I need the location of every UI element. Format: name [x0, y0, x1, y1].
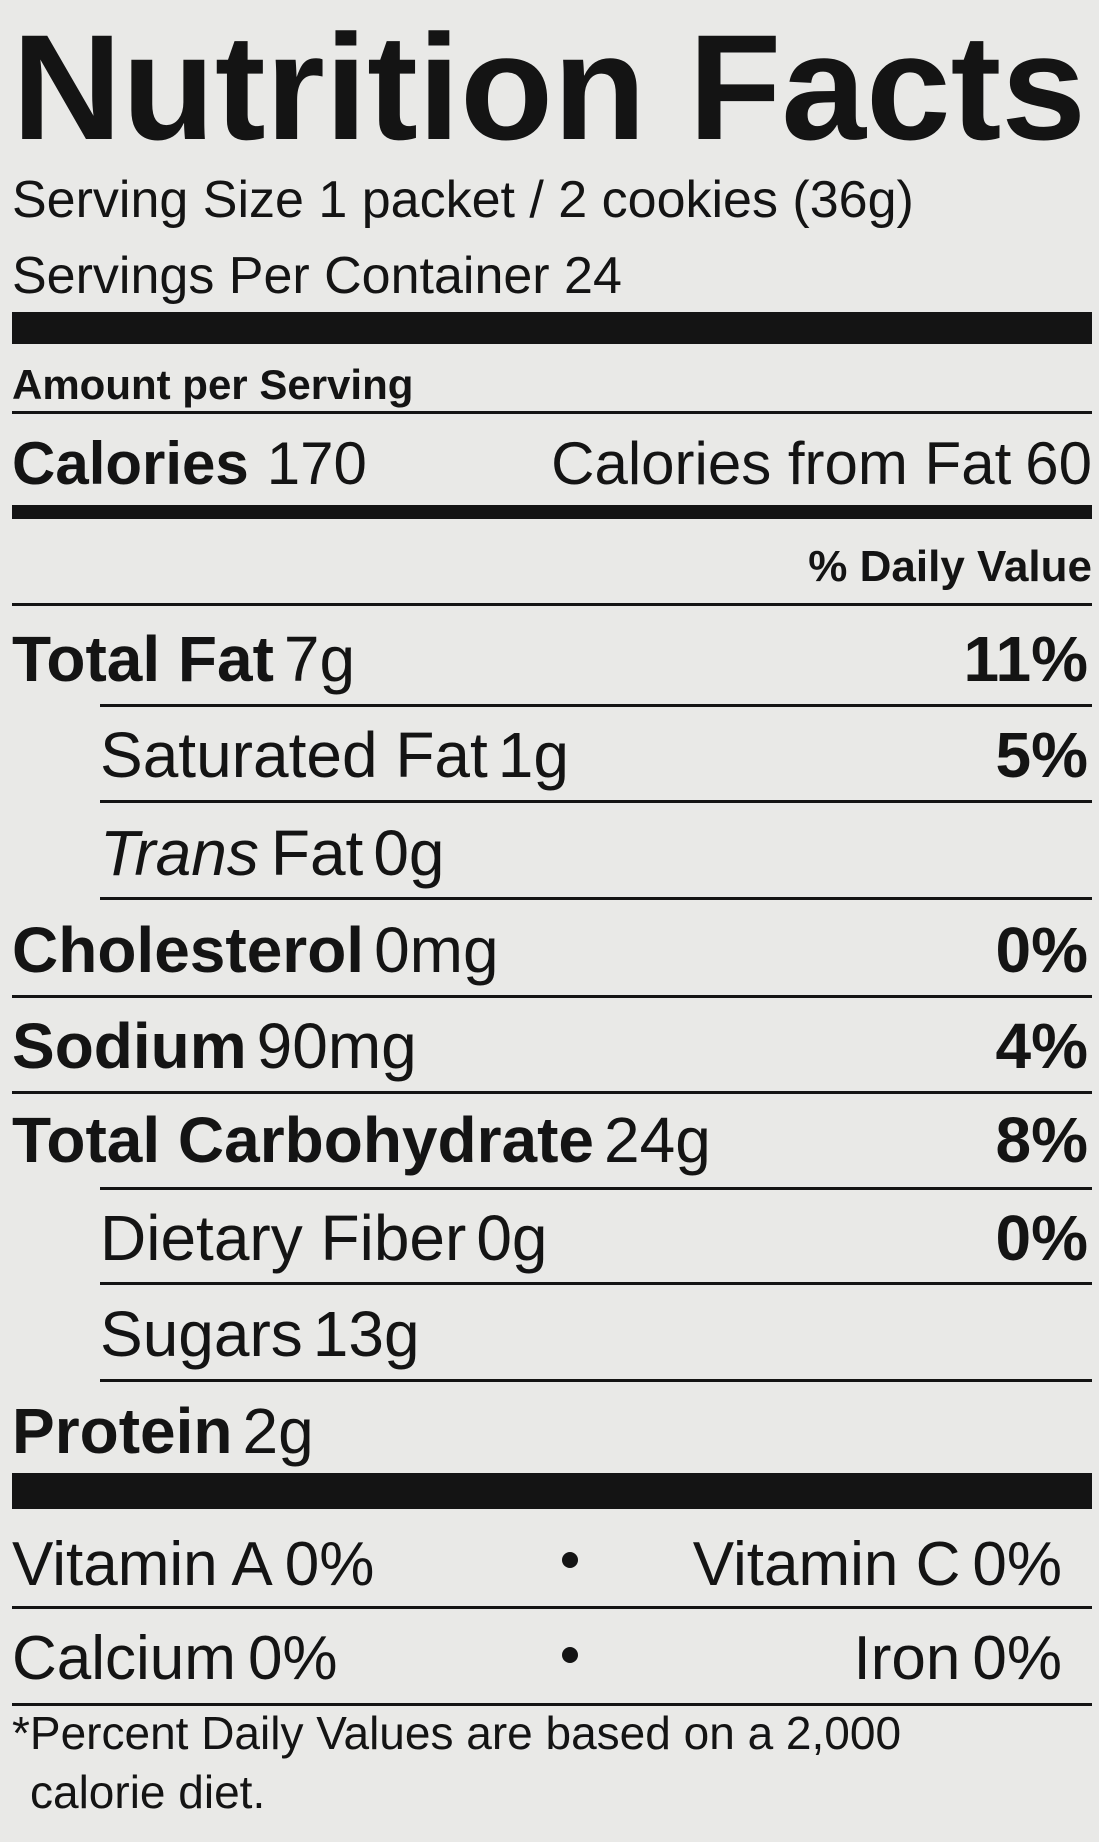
nutrient-amount: 2g — [242, 1395, 313, 1467]
nutrient-name: Sodium — [12, 1010, 247, 1082]
servings-per-container: Servings Per Container 24 — [12, 247, 622, 305]
rule — [12, 603, 1092, 606]
nutrient-name: Protein — [12, 1395, 232, 1467]
vitamin-dv: 0% — [285, 1530, 375, 1599]
daily-value: 8% — [996, 1104, 1089, 1176]
calories-value: 170 — [267, 430, 367, 497]
vitamin-dv: 0% — [972, 1624, 1062, 1693]
bullet — [562, 1552, 578, 1568]
vitamin: Vitamin C 0% — [693, 1530, 1062, 1599]
nutrient: Total Fat 7g — [12, 623, 355, 695]
calories: Calories 170 — [12, 430, 367, 497]
vitamin-name: Vitamin A — [12, 1530, 273, 1599]
rule — [12, 995, 1092, 998]
nutrient: Cholesterol 0mg — [12, 914, 499, 986]
daily-value: 0% — [996, 914, 1089, 986]
nutrient-amount: 0g — [373, 817, 444, 889]
rule — [12, 411, 1092, 414]
calories-from-fat-label: Calories from Fat — [551, 430, 1011, 497]
rule — [100, 800, 1092, 803]
vitamin-dv: 0% — [972, 1530, 1062, 1599]
nutrient-name: Saturated Fat — [100, 719, 488, 791]
footnote: *Percent Daily Values are based on a 2,0… — [12, 1707, 901, 1759]
nutrient: Sugars 13g — [100, 1298, 420, 1370]
nutrient-amount: 13g — [313, 1298, 420, 1370]
rule — [100, 1282, 1092, 1285]
calories-label: Calories — [12, 430, 249, 497]
medium-rule — [12, 505, 1092, 519]
daily-value: 0% — [996, 1202, 1089, 1274]
rule — [100, 1379, 1092, 1382]
nutrient-name: Cholesterol — [12, 914, 364, 986]
nutrient-name: Fat — [271, 817, 364, 889]
vitamin: Vitamin A 0% — [12, 1530, 374, 1599]
nutrient-italic: Trans — [100, 817, 259, 889]
nutrient-amount: 0g — [476, 1202, 547, 1274]
nutrient-name: Total Fat — [12, 623, 274, 695]
bullet — [562, 1647, 578, 1663]
daily-value-header: % Daily Value — [808, 542, 1092, 591]
nutrient-name: Total Carbohydrate — [12, 1104, 594, 1176]
rule — [12, 1703, 1092, 1706]
daily-value: 5% — [996, 719, 1089, 791]
nutrient-name: Sugars — [100, 1298, 303, 1370]
rule — [12, 1091, 1092, 1094]
thick-rule — [12, 1473, 1092, 1509]
rule — [12, 1606, 1092, 1609]
title: Nutrition Facts — [12, 3, 1086, 171]
nutrient-amount: 0mg — [374, 914, 499, 986]
vitamin-name: Vitamin C — [693, 1530, 961, 1599]
vitamin-dv: 0% — [248, 1624, 338, 1693]
nutrient-amount: 90mg — [257, 1010, 417, 1082]
serving-size: Serving Size 1 packet / 2 cookies (36g) — [12, 171, 914, 229]
rule — [100, 704, 1092, 707]
nutrient: Dietary Fiber 0g — [100, 1202, 548, 1274]
vitamin-name: Iron — [854, 1624, 961, 1693]
rule — [100, 897, 1092, 900]
nutrient-amount: 7g — [284, 623, 355, 695]
nutrient: Trans Fat 0g — [100, 817, 445, 889]
footnote: calorie diet. — [30, 1766, 265, 1818]
nutrient: Saturated Fat 1g — [100, 719, 569, 791]
vitamin: Iron 0% — [854, 1624, 1062, 1693]
daily-value: 11% — [963, 623, 1088, 695]
calories-from-fat-value: 60 — [1025, 430, 1092, 497]
vitamin: Calcium 0% — [12, 1624, 338, 1693]
rule — [100, 1187, 1092, 1190]
nutrient: Protein 2g — [12, 1395, 314, 1467]
nutrient-name: Dietary Fiber — [100, 1202, 466, 1274]
nutrient: Total Carbohydrate 24g — [12, 1104, 711, 1176]
nutrient-amount: 1g — [498, 719, 569, 791]
vitamin-name: Calcium — [12, 1624, 236, 1693]
daily-value: 4% — [996, 1010, 1089, 1082]
nutrient: Sodium 90mg — [12, 1010, 417, 1082]
thick-rule — [12, 312, 1092, 344]
nutrient-amount: 24g — [604, 1104, 711, 1176]
calories-from-fat: Calories from Fat 60 — [551, 430, 1092, 497]
amount-per-serving: Amount per Serving — [12, 361, 413, 408]
